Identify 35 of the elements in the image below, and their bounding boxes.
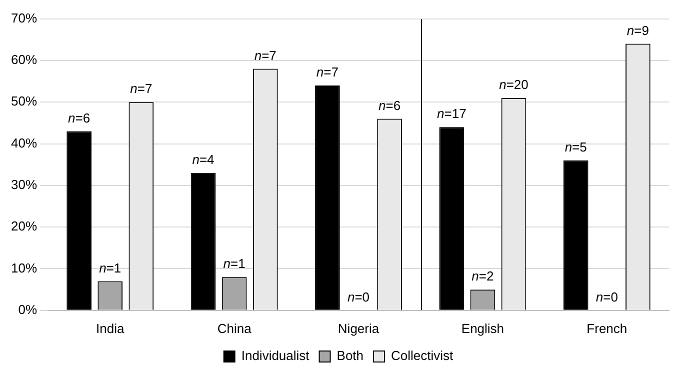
y-tick-label: 10% <box>10 260 38 276</box>
x-tick-label: English <box>461 320 504 336</box>
x-tick-label: China <box>217 320 252 336</box>
bar <box>315 85 340 310</box>
annotation: n=0 <box>347 289 370 305</box>
annotation: n=6 <box>68 110 90 126</box>
annotation: n=17 <box>437 106 466 122</box>
x-tick-label: Nigeria <box>338 320 380 336</box>
legend-label: Collectivist <box>391 348 454 364</box>
annotation: n=6 <box>378 98 401 113</box>
y-tick-label: 40% <box>10 135 38 150</box>
y-tick-label: 0% <box>18 302 38 317</box>
x-tick-label: French <box>586 320 628 336</box>
bar <box>563 160 588 310</box>
y-tick-label: 20% <box>10 218 38 234</box>
annotation: n=1 <box>223 256 246 272</box>
annotation: n=4 <box>192 152 214 168</box>
annotation: n=2 <box>472 268 494 284</box>
annotation: n=9 <box>626 22 649 38</box>
annotation: n=20 <box>499 77 528 92</box>
annotation: n=1 <box>99 260 122 276</box>
annotation: n=0 <box>596 289 618 305</box>
annotation: n=5 <box>564 140 587 155</box>
legend-label: Both <box>336 348 364 364</box>
y-tick-label: 60% <box>10 52 38 68</box>
annotation: n=7 <box>254 48 276 63</box>
annotation: n=7 <box>130 81 152 96</box>
y-tick-label: 30% <box>10 177 38 192</box>
bar <box>66 131 92 310</box>
bar <box>190 172 216 310</box>
x-tick-label: India <box>96 320 125 336</box>
y-tick-label: 70% <box>10 10 38 26</box>
legend-label: Individualist <box>241 348 310 364</box>
y-tick-label: 50% <box>10 94 38 109</box>
annotation: n=7 <box>316 64 338 80</box>
